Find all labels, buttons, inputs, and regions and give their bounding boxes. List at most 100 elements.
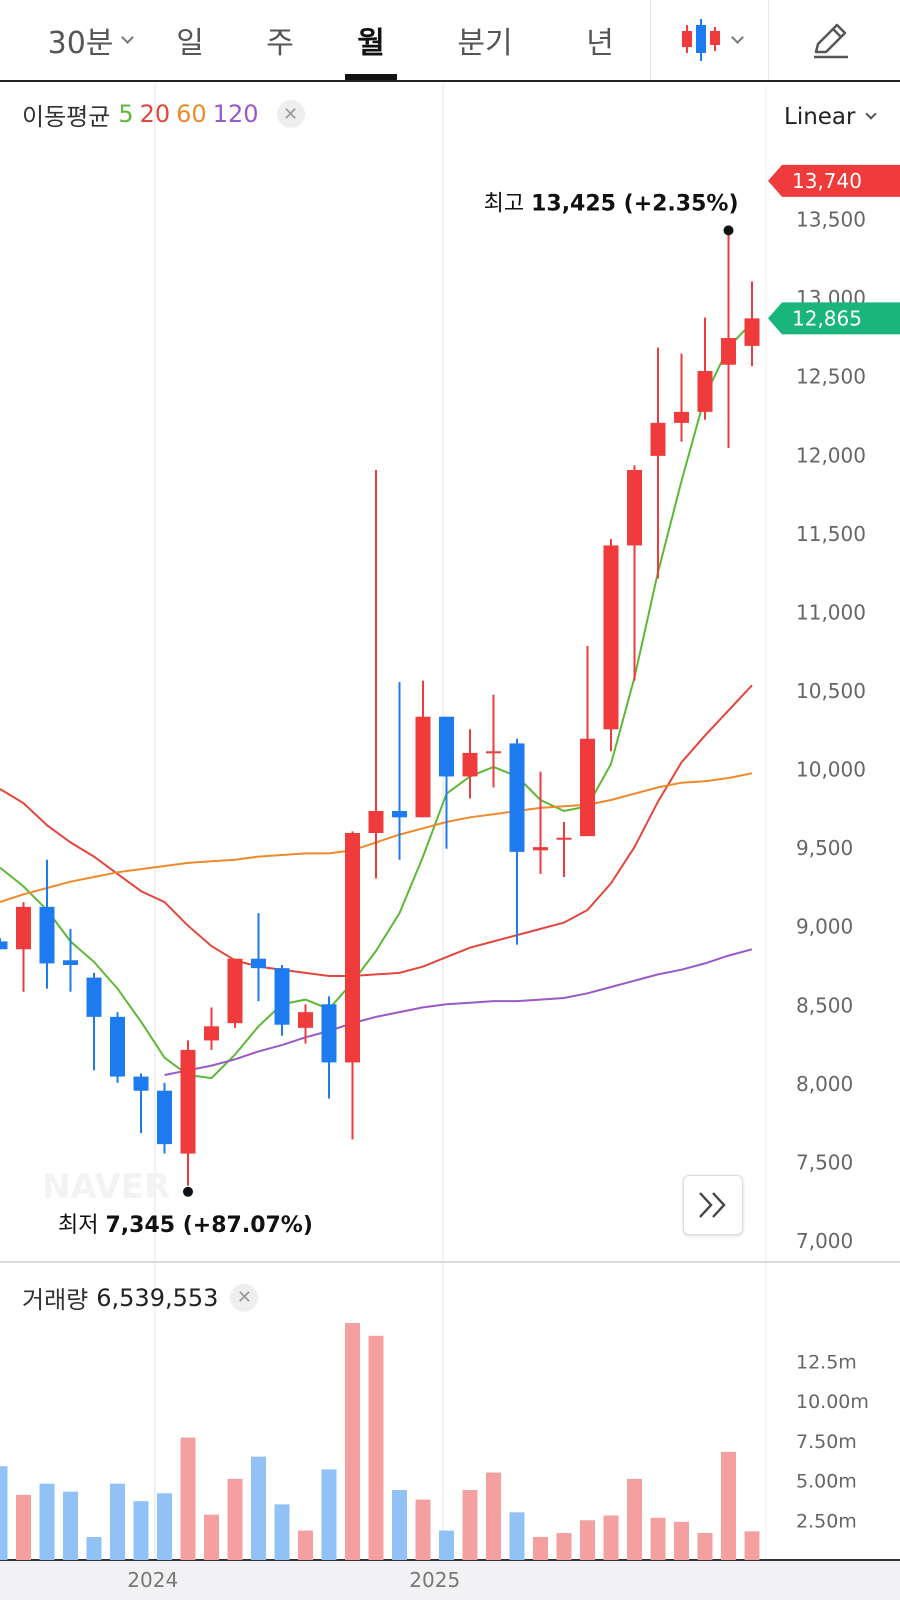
tab-week-label: 주 [266,26,294,61]
volume-legend-value: 6,539,553 [96,1283,219,1312]
chart-type-button[interactable] [660,0,760,80]
candle-body [63,960,78,966]
tab-30min[interactable]: 30분 [30,0,150,80]
price-tick-label: 7,500 [796,1150,853,1174]
volume-bar [462,1490,478,1560]
current-price-marker [768,302,900,335]
candle-body [86,977,102,1017]
price-axis: 13,50013,00012,50012,00011,50011,00010,5… [768,164,900,1253]
volume-bar [415,1499,431,1560]
moving-average-legend: 이동평균 5 20 60 120 ✕ [22,96,305,132]
candle-body [415,716,431,818]
price-tick-label: 10,500 [796,679,866,703]
candlesticks [0,230,760,1186]
period-tabbar: 30분 일 주 월 분기 년 [0,0,900,82]
volume-bar [321,1469,337,1560]
volume-bar [63,1491,78,1560]
time-axis: 2024 2025 [127,1568,460,1592]
naver-watermark: NAVER [42,1167,170,1207]
volume-bar [227,1478,243,1560]
candle-body [509,743,525,852]
ma-120-line [164,948,753,1076]
volume-bar [744,1531,760,1560]
candle-body [744,318,760,346]
ma-5-label: 5 [118,100,134,128]
candle-body [697,371,713,412]
high-price-marker [768,164,900,197]
chevron-down-icon [865,108,878,120]
candle-body [16,906,31,950]
tab-day[interactable]: 일 [160,0,220,80]
volume-bar [697,1532,713,1560]
current-price-marker-label: 12,865 [792,306,862,330]
candle-body [0,941,8,950]
volume-bar [0,1466,8,1560]
candle-body [251,958,266,969]
candle-body [462,752,478,777]
ma-120-label: 120 [212,100,259,128]
price-tick-label: 11,000 [796,600,866,624]
close-icon[interactable]: ✕ [230,1283,259,1312]
volume-tick-label: 12.5m [796,1351,857,1373]
volume-bars [0,1323,760,1560]
low-annotation-value: 7,345 (+87.07%) [105,1213,312,1238]
candle-body [345,833,360,1063]
candle-body [533,847,548,851]
tab-day-label: 일 [176,26,204,61]
tab-week[interactable]: 주 [250,0,310,80]
low-point-dot [183,1186,193,1197]
high-annotation-label: 최고 [484,191,531,216]
scroll-to-latest-button[interactable] [683,1175,743,1235]
volume-bar [509,1512,525,1560]
candle-body [39,906,55,964]
candle-body [556,837,572,840]
volume-tick-label: 2.50m [796,1510,857,1532]
tab-year[interactable]: 년 [570,0,630,80]
candle-body [486,751,501,754]
double-chevron-right-icon [699,1192,726,1218]
volume-bar [627,1478,642,1560]
price-tick-label: 11,500 [796,522,866,546]
scale-select[interactable]: Linear [784,104,878,130]
close-icon[interactable]: ✕ [276,100,305,128]
time-axis-label: 2024 [127,1568,178,1592]
candle-body [368,811,384,834]
candle-body [321,1004,337,1063]
volume-bar [274,1504,290,1560]
ma-legend-label: 이동평균 [22,102,111,131]
chart-grid: NAVER [0,84,900,1600]
tab-quarter[interactable]: 분기 [440,0,530,80]
candle-body [180,1049,196,1154]
candle-body [274,968,290,1025]
price-tick-label: 12,000 [796,443,866,467]
candle-body [392,811,407,818]
volume-bar [110,1483,125,1560]
volume-bar [486,1472,501,1560]
price-tick-label: 10,000 [796,758,866,782]
volume-bar [533,1536,548,1560]
tab-month-label: 월 [357,26,385,61]
candle-body [580,738,595,837]
candle-body [721,338,736,365]
active-tab-indicator [345,74,397,80]
edit-button[interactable] [790,0,870,80]
price-tick-label: 9,500 [796,836,853,860]
moving-average-lines [0,321,753,1080]
price-tick-label: 8,000 [796,1072,853,1096]
volume-bar [133,1501,149,1560]
price-tick-label: 8,500 [796,993,853,1017]
tab-30min-label: 30분 [47,26,114,61]
candle-body [110,1016,125,1077]
ma-5-line [0,321,753,1080]
candle-body [674,411,689,423]
volume-bar [298,1530,313,1560]
price-tick-label: 7,000 [796,1229,853,1253]
ma-20-line [0,684,753,977]
volume-axis: 12.5m 10.00m 7.50m 5.00m 2.50m [796,1351,869,1532]
tab-month[interactable]: 월 [341,0,401,80]
volume-bar [251,1456,266,1560]
volume-bar [674,1521,689,1560]
volume-bar [556,1532,572,1560]
candle-body [157,1090,172,1145]
